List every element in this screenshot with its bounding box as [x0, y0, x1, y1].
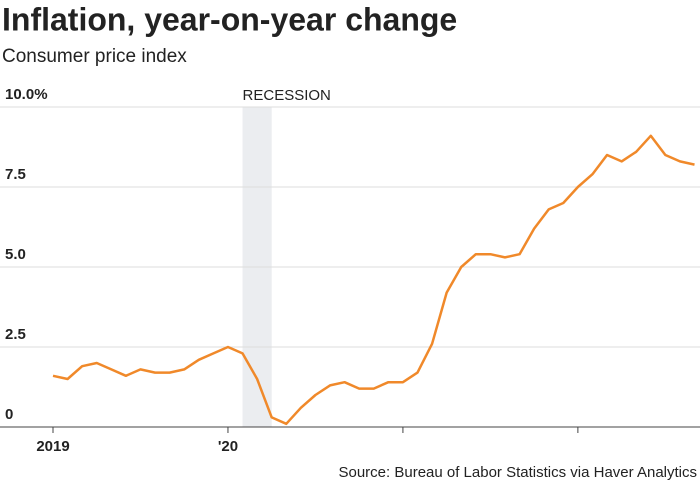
y-tick-label: 5.0	[5, 246, 26, 263]
y-tick-label: 2.5	[5, 326, 26, 343]
y-tick-label: 0	[5, 406, 13, 423]
y-tick-label: 7.5	[5, 166, 26, 183]
x-tick-label: 2019	[36, 438, 69, 455]
line	[52, 134, 695, 426]
x-tick-label: '20	[218, 438, 238, 455]
chart-title: Inflation, year-on-year change	[2, 1, 457, 37]
chart-subtitle: Consumer price index	[2, 46, 187, 67]
recession-label: RECESSION	[243, 87, 331, 104]
y-tick-label: 10.0%	[5, 86, 48, 103]
source: Source: Bureau of Labor Statistics via H…	[338, 464, 697, 481]
